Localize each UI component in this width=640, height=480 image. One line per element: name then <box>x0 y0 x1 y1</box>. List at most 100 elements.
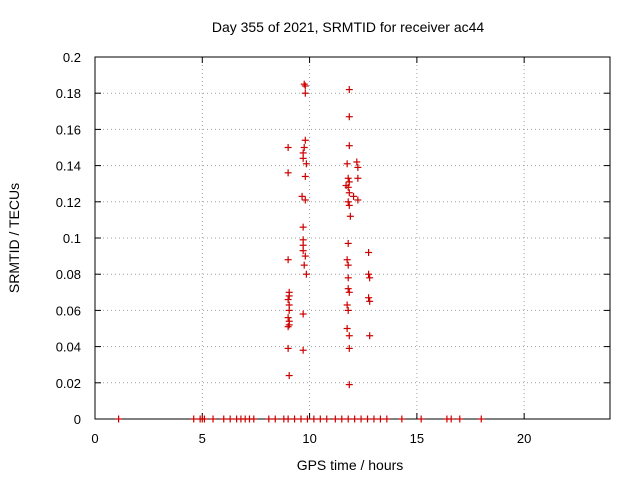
data-point <box>301 172 309 180</box>
data-point <box>303 415 311 423</box>
data-point <box>297 415 305 423</box>
data-point <box>209 415 217 423</box>
data-point <box>300 80 308 88</box>
data-point <box>343 160 351 168</box>
data-point <box>250 415 258 423</box>
y-tick-label: 0.04 <box>56 340 81 355</box>
data-point <box>301 136 309 144</box>
data-point <box>344 285 352 293</box>
data-point <box>344 306 352 314</box>
data-point <box>323 415 331 423</box>
data-point <box>345 86 353 94</box>
data-point <box>285 292 293 300</box>
data-point <box>284 169 292 177</box>
data-point <box>366 332 374 340</box>
data-point <box>343 325 351 332</box>
data-point <box>456 415 464 423</box>
data-point <box>343 256 351 264</box>
x-tick-label: 20 <box>517 431 531 446</box>
x-tick-label: 5 <box>199 431 206 446</box>
data-point <box>345 332 353 340</box>
data-point <box>346 212 354 220</box>
plot-frame <box>94 56 611 420</box>
data-point <box>265 415 273 423</box>
y-tick-label: 0.1 <box>63 231 81 246</box>
y-tick-label: 0.16 <box>56 122 81 137</box>
data-point <box>284 256 292 264</box>
data-point <box>376 415 384 423</box>
data-point <box>115 415 123 423</box>
data-point <box>284 323 292 331</box>
data-point <box>365 270 373 278</box>
y-tick-label: 0.06 <box>56 303 81 318</box>
data-point <box>345 288 353 296</box>
data-point <box>300 144 308 151</box>
data-point <box>284 344 292 352</box>
data-point <box>299 247 307 255</box>
data-point <box>299 223 307 231</box>
data-point <box>301 82 309 90</box>
data-point <box>316 415 324 423</box>
data-point <box>350 192 358 200</box>
y-tick-label: 0.14 <box>56 159 81 174</box>
data-point <box>284 144 292 151</box>
data-point <box>366 297 374 305</box>
x-tick-label: 0 <box>91 431 98 446</box>
data-point <box>301 196 309 204</box>
data-point <box>220 415 228 423</box>
data-point <box>285 306 293 314</box>
data-point <box>365 294 373 302</box>
data-point <box>354 174 362 182</box>
grid-lines <box>95 57 610 419</box>
data-point <box>301 252 309 260</box>
data-point <box>301 89 309 97</box>
data-point <box>447 415 455 423</box>
y-axis-label: SRMTID / TECUs <box>6 183 22 293</box>
data-point <box>345 189 353 197</box>
data-point <box>344 198 352 206</box>
y-tick-label: 0.02 <box>56 376 81 391</box>
data-point <box>364 415 372 423</box>
data-point <box>345 113 353 121</box>
data-point <box>477 415 485 423</box>
y-tick-label: 0.18 <box>56 86 81 101</box>
data-point <box>366 274 374 282</box>
data-point <box>345 201 353 209</box>
y-tick-label: 0.2 <box>63 50 81 65</box>
data-point <box>310 415 318 423</box>
data-point <box>226 415 234 423</box>
data-point <box>351 415 359 423</box>
data-point <box>344 239 352 247</box>
data-point <box>344 183 352 191</box>
axis-ticks: 0 0.02 0.04 0.06 0.08 0.1 0.12 0.14 0.16 0.18 0.2 0… <box>56 50 610 446</box>
data-point <box>284 415 292 423</box>
data-point <box>200 415 208 423</box>
data-point <box>357 415 365 423</box>
data-point <box>291 415 299 423</box>
data-point <box>285 321 293 329</box>
data-point <box>271 415 279 423</box>
data-point <box>190 415 198 423</box>
data-point <box>344 415 352 423</box>
x-axis-label: GPS time / hours <box>297 457 404 473</box>
data-point <box>344 261 352 269</box>
data-point <box>302 160 310 168</box>
data-point <box>383 415 391 423</box>
data-point <box>344 174 352 182</box>
data-point <box>345 381 353 389</box>
data-point <box>298 192 306 200</box>
x-tick-label: 10 <box>302 431 316 446</box>
data-point <box>331 415 339 423</box>
data-point <box>370 415 378 423</box>
data-point <box>345 344 353 352</box>
y-tick-label: 0.08 <box>56 267 81 282</box>
data-point <box>417 415 425 423</box>
data-point <box>338 415 346 423</box>
chart-title: Day 355 of 2021, SRMTID for receiver ac4… <box>212 19 485 35</box>
data-point <box>299 310 307 318</box>
data-point <box>299 154 307 162</box>
data-point <box>302 270 310 278</box>
data-point <box>343 301 351 309</box>
data-point <box>365 248 373 256</box>
